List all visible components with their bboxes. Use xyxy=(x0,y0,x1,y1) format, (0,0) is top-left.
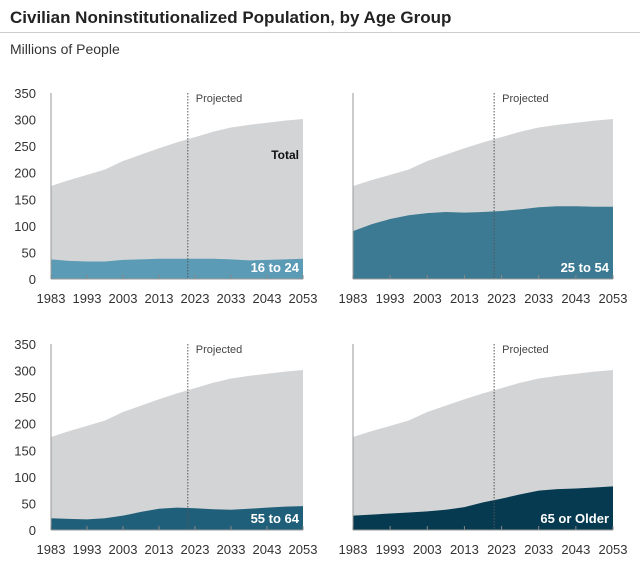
series-label: 55 to 64 xyxy=(251,511,300,526)
projected-label: Projected xyxy=(196,344,242,356)
x-tick-label: 2033 xyxy=(524,291,553,306)
series-label: 16 to 24 xyxy=(251,260,300,275)
y-tick-label: 350 xyxy=(14,86,36,101)
projected-label: Projected xyxy=(502,344,548,356)
y-tick-label: 200 xyxy=(14,166,36,181)
series-label: 25 to 54 xyxy=(561,260,610,275)
y-tick-label: 300 xyxy=(14,113,36,128)
x-tick-label: 2043 xyxy=(561,542,590,557)
x-tick-label: 1993 xyxy=(376,291,405,306)
total-area xyxy=(51,119,303,279)
x-tick-label: 1983 xyxy=(339,542,368,557)
y-tick-label: 300 xyxy=(14,364,36,379)
x-tick-label: 2053 xyxy=(289,291,318,306)
x-tick-label: 1993 xyxy=(73,291,102,306)
y-tick-label: 150 xyxy=(14,192,36,207)
panel-65-or-older: 1983 1993 2003 2013 2023 2033 2043 2053 Projecte… xyxy=(339,344,628,557)
panel-25-to-54: 1983 1993 2003 2013 2023 2033 2043 2053 Projecte… xyxy=(339,93,628,306)
title-divider xyxy=(0,32,640,33)
x-tick-label: 2013 xyxy=(145,291,174,306)
x-tick-label: 1983 xyxy=(37,291,66,306)
x-tick-label: 2023 xyxy=(181,291,210,306)
y-tick-label: 100 xyxy=(14,470,36,485)
chart-subtitle: Millions of People xyxy=(10,41,120,57)
age-group-area xyxy=(51,258,303,279)
y-tick-label: 0 xyxy=(29,523,36,538)
x-tick-label: 2013 xyxy=(145,542,174,557)
x-tick-label: 1993 xyxy=(73,542,102,557)
y-tick-label: 200 xyxy=(14,417,36,432)
x-tick-label: 2043 xyxy=(561,291,590,306)
total-area xyxy=(51,370,303,530)
y-tick-label: 50 xyxy=(22,496,36,511)
age-group-area xyxy=(353,486,613,530)
x-tick-label: 2003 xyxy=(109,542,138,557)
x-tick-label: 1983 xyxy=(339,291,368,306)
y-tick-label: 50 xyxy=(22,245,36,260)
y-tick-label: 250 xyxy=(14,390,36,405)
projected-label: Projected xyxy=(502,93,548,105)
x-tick-label: 2013 xyxy=(450,542,479,557)
age-group-area xyxy=(51,506,303,530)
x-tick-label: 2033 xyxy=(524,542,553,557)
y-tick-label: 250 xyxy=(14,139,36,154)
x-tick-label: 1993 xyxy=(376,542,405,557)
y-tick-label: 100 xyxy=(14,219,36,234)
x-tick-label: 2043 xyxy=(253,542,282,557)
x-tick-label: 2023 xyxy=(487,542,516,557)
x-tick-label: 2053 xyxy=(289,542,318,557)
series-label: 65 or Older xyxy=(540,511,609,526)
x-tick-label: 2023 xyxy=(487,291,516,306)
total-label: Total xyxy=(271,148,299,162)
age-group-area xyxy=(353,206,613,279)
x-tick-label: 2033 xyxy=(217,542,246,557)
panel-16-to-24: 1983 1993 2003 2013 2023 2033 2043 2053 0 50 100 15… xyxy=(14,86,317,306)
x-tick-label: 2053 xyxy=(599,291,628,306)
x-tick-label: 2003 xyxy=(109,291,138,306)
x-tick-label: 1983 xyxy=(37,542,66,557)
x-tick-label: 2003 xyxy=(413,291,442,306)
x-tick-label: 2053 xyxy=(599,542,628,557)
x-tick-label: 2033 xyxy=(217,291,246,306)
panel-55-to-64: 1983 1993 2003 2013 2023 2033 2043 2053 0 50 100 15… xyxy=(14,337,317,557)
chart-title: Civilian Noninstitutionalized Population… xyxy=(10,8,452,27)
y-tick-label: 150 xyxy=(14,443,36,458)
y-tick-label: 350 xyxy=(14,337,36,352)
y-tick-label: 0 xyxy=(29,272,36,287)
x-tick-label: 2023 xyxy=(181,542,210,557)
x-tick-label: 2043 xyxy=(253,291,282,306)
x-tick-label: 2013 xyxy=(450,291,479,306)
x-tick-label: 2003 xyxy=(413,542,442,557)
projected-label: Projected xyxy=(196,93,242,105)
